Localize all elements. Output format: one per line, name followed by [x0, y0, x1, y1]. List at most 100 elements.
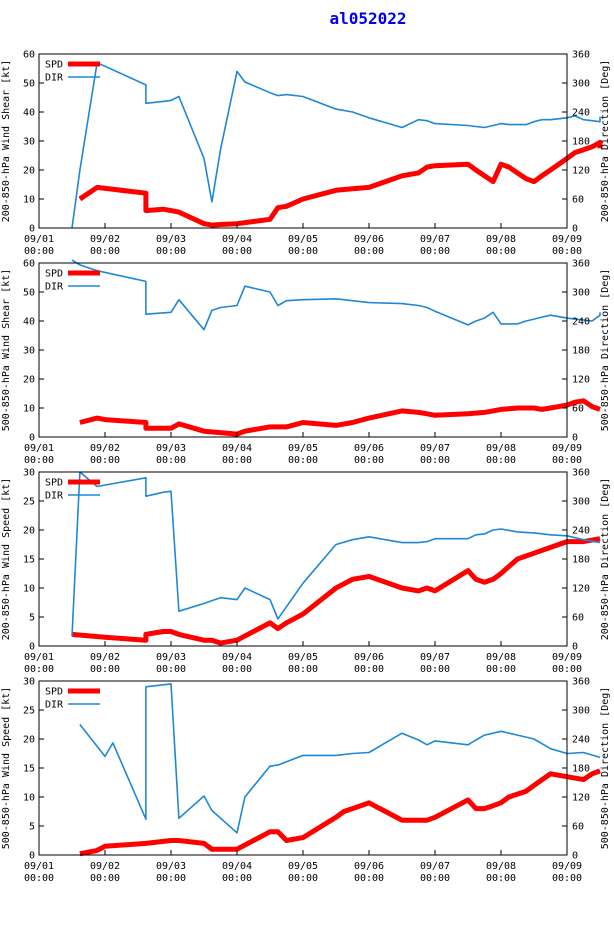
- y-left-tick-label: 30: [23, 468, 35, 479]
- y-left-axis-title: 500-850-hPa Wind Shear [kt]: [1, 269, 12, 432]
- x-tick-label-date: 09/05: [288, 652, 318, 663]
- spd-series-line: [71, 536, 601, 646]
- x-tick-label-time: 00:00: [552, 455, 582, 466]
- x-tick-label-date: 09/05: [288, 861, 318, 872]
- legend-label-dir: DIR: [45, 73, 64, 84]
- legend-label-spd: SPD: [45, 478, 63, 489]
- y-left-axis-title: 500-850-hPa Wind Speed [kt]: [1, 687, 12, 850]
- y-left-tick-label: 10: [23, 584, 35, 595]
- y-left-tick-label: 10: [23, 404, 35, 415]
- x-tick-label-date: 09/02: [90, 861, 120, 872]
- x-tick-label-time: 00:00: [486, 455, 516, 466]
- y-left-tick-label: 0: [29, 642, 35, 653]
- legend-label-dir: DIR: [45, 700, 64, 711]
- chart-panel-4: 05101520253006012018024030036009/0100:00…: [1, 677, 611, 885]
- x-tick-label-time: 00:00: [354, 455, 384, 466]
- x-tick-label-time: 00:00: [552, 664, 582, 675]
- x-tick-label-time: 00:00: [90, 455, 120, 466]
- x-tick-label-date: 09/07: [420, 443, 450, 454]
- x-tick-label-time: 00:00: [354, 246, 384, 257]
- x-tick-label-time: 00:00: [156, 873, 186, 884]
- chart-panel-1: 010203040506006012018024030036009/0100:0…: [1, 50, 611, 258]
- x-tick-label-date: 09/06: [354, 443, 384, 454]
- y-right-axis-title: 500-850-hPa Direction [Deg]: [600, 269, 611, 432]
- y-left-tick-label: 60: [23, 50, 35, 61]
- y-right-tick-label: 0: [572, 642, 578, 653]
- y-right-axis-title: 200-850-hPa Direction [Deg]: [600, 60, 611, 223]
- y-right-tick-label: 180: [572, 555, 590, 566]
- x-tick-label-time: 00:00: [420, 664, 450, 675]
- x-tick-label-date: 09/08: [486, 234, 516, 245]
- y-right-tick-label: 300: [572, 288, 590, 299]
- y-left-tick-label: 30: [23, 346, 35, 357]
- x-tick-label-time: 00:00: [90, 246, 120, 257]
- x-tick-label-date: 09/07: [420, 861, 450, 872]
- y-right-tick-label: 360: [572, 468, 590, 479]
- y-right-tick-label: 120: [572, 166, 590, 177]
- y-right-tick-label: 360: [572, 259, 590, 270]
- y-left-axis-title: 200-850-hPa Wind Shear [kt]: [1, 60, 12, 223]
- x-tick-label-date: 09/09: [552, 443, 582, 454]
- y-right-tick-label: 180: [572, 764, 590, 775]
- y-right-tick-label: 0: [572, 224, 578, 235]
- legend-label-dir: DIR: [45, 491, 64, 502]
- x-tick-label-date: 09/01: [24, 443, 54, 454]
- plot-frame: [38, 680, 568, 856]
- x-tick-label-time: 00:00: [486, 664, 516, 675]
- dir-series-line: [79, 683, 601, 834]
- y-left-tick-label: 20: [23, 166, 35, 177]
- x-tick-label-time: 00:00: [486, 873, 516, 884]
- legend-label-spd: SPD: [45, 269, 63, 280]
- x-tick-label-time: 00:00: [222, 455, 252, 466]
- x-tick-label-date: 09/02: [90, 652, 120, 663]
- page-title: al052022: [329, 9, 406, 28]
- y-right-tick-label: 120: [572, 793, 590, 804]
- y-right-tick-label: 360: [572, 677, 590, 688]
- x-tick-label-time: 00:00: [222, 246, 252, 257]
- x-tick-label-date: 09/01: [24, 234, 54, 245]
- y-right-tick-label: 240: [572, 735, 590, 746]
- legend-label-dir: DIR: [45, 282, 64, 293]
- x-tick-label-date: 09/01: [24, 652, 54, 663]
- x-tick-label-date: 09/08: [486, 443, 516, 454]
- y-right-tick-label: 240: [572, 526, 590, 537]
- spd-series-line: [79, 768, 601, 857]
- x-tick-label-time: 00:00: [90, 664, 120, 675]
- y-right-tick-label: 60: [572, 404, 584, 415]
- chart-panel-2: 010203040506006012018024030036009/0100:0…: [1, 259, 611, 467]
- x-tick-label-date: 09/07: [420, 234, 450, 245]
- x-tick-label-date: 09/09: [552, 861, 582, 872]
- x-tick-label-time: 00:00: [156, 455, 186, 466]
- spd-series-line: [78, 139, 603, 228]
- x-tick-label-time: 00:00: [288, 873, 318, 884]
- x-tick-label-time: 00:00: [552, 873, 582, 884]
- x-tick-label-date: 09/05: [288, 234, 318, 245]
- x-tick-label-time: 00:00: [420, 873, 450, 884]
- y-right-tick-label: 360: [572, 50, 590, 61]
- y-right-tick-label: 180: [572, 137, 590, 148]
- x-tick-label-time: 00:00: [288, 664, 318, 675]
- y-right-tick-label: 180: [572, 346, 590, 357]
- x-tick-label-time: 00:00: [288, 246, 318, 257]
- y-left-tick-label: 60: [23, 259, 35, 270]
- dir-series-line: [71, 471, 601, 637]
- y-left-tick-label: 25: [23, 706, 35, 717]
- legend-label-spd: SPD: [45, 60, 63, 71]
- y-left-tick-label: 5: [29, 613, 35, 624]
- y-left-tick-label: 50: [23, 79, 35, 90]
- x-tick-label-time: 00:00: [354, 664, 384, 675]
- y-right-tick-label: 60: [572, 822, 584, 833]
- x-tick-label-date: 09/09: [552, 652, 582, 663]
- x-tick-label-time: 00:00: [24, 873, 54, 884]
- y-left-tick-label: 30: [23, 677, 35, 688]
- legend-label-spd: SPD: [45, 687, 63, 698]
- y-right-tick-label: 240: [572, 108, 590, 119]
- x-tick-label-time: 00:00: [420, 455, 450, 466]
- x-tick-label-time: 00:00: [552, 246, 582, 257]
- x-tick-label-date: 09/03: [156, 443, 186, 454]
- y-left-tick-label: 30: [23, 137, 35, 148]
- x-tick-label-time: 00:00: [24, 455, 54, 466]
- y-left-tick-label: 20: [23, 526, 35, 537]
- y-left-tick-label: 40: [23, 108, 35, 119]
